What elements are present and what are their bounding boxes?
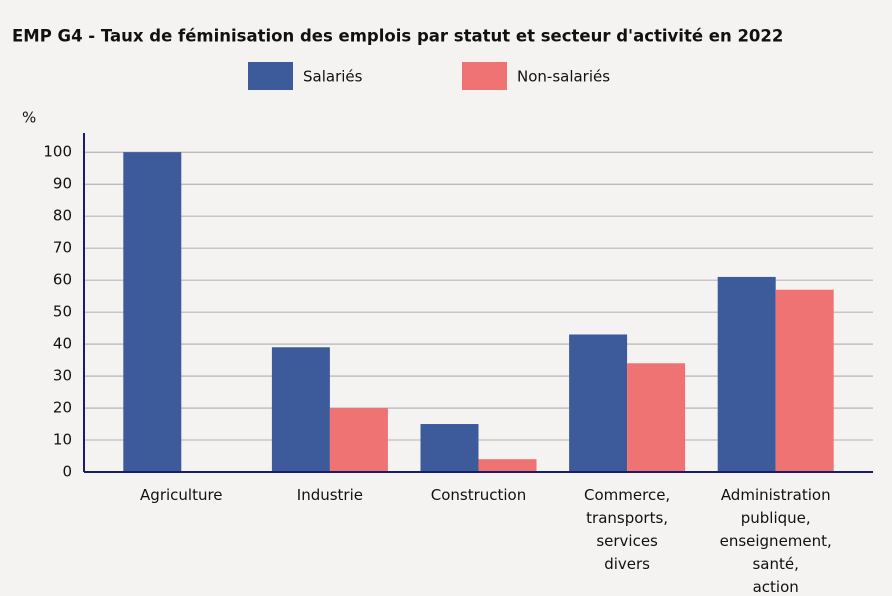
y-tick-label: 50 bbox=[53, 303, 72, 321]
x-tick-label-line: Agriculture bbox=[140, 486, 223, 504]
x-tick-label-line: Administration bbox=[721, 486, 831, 504]
y-tick-label: 30 bbox=[53, 367, 72, 385]
x-tick-label: Industrie bbox=[297, 486, 363, 504]
y-tick-label: 70 bbox=[53, 239, 72, 257]
bar bbox=[271, 347, 330, 472]
legend-label: Non-salariés bbox=[517, 68, 610, 86]
y-tick-label: 10 bbox=[53, 431, 72, 449]
bar bbox=[717, 276, 776, 472]
bar bbox=[420, 424, 479, 472]
chart-title: EMP G4 - Taux de féminisation des emploi… bbox=[12, 27, 783, 46]
bar bbox=[329, 408, 388, 472]
x-tick-label-line: services bbox=[596, 532, 658, 550]
x-tick-label-line: publique, bbox=[741, 509, 811, 527]
x-tick-label-line: enseignement, bbox=[720, 532, 832, 550]
bar bbox=[478, 459, 537, 472]
y-axis-label: % bbox=[22, 109, 36, 127]
bar bbox=[775, 289, 834, 472]
legend-label: Salariés bbox=[303, 68, 363, 86]
x-tick-label-line: divers bbox=[604, 555, 650, 573]
x-tick-label: Administration publique, enseignement, sant… bbox=[720, 486, 832, 596]
bar bbox=[627, 363, 686, 472]
legend-swatch bbox=[248, 62, 293, 90]
y-tick-label: 60 bbox=[53, 271, 72, 289]
y-tick-label: 40 bbox=[53, 335, 72, 353]
x-tick-label: Agriculture bbox=[140, 486, 223, 504]
bar bbox=[123, 152, 182, 473]
bar bbox=[569, 334, 628, 472]
x-tick-label-line: Industrie bbox=[297, 486, 363, 504]
x-tick-label: Construction bbox=[431, 486, 527, 504]
x-tick-label-line: Commerce, bbox=[584, 486, 670, 504]
x-tick-label-line: transports, bbox=[586, 509, 668, 527]
y-tick-label: 0 bbox=[62, 463, 72, 481]
y-tick-label: 90 bbox=[53, 175, 72, 193]
x-tick-label-line: santé, bbox=[752, 555, 798, 573]
y-tick-label: 20 bbox=[53, 399, 72, 417]
legend-swatch bbox=[462, 62, 507, 90]
y-tick-label: 80 bbox=[53, 207, 72, 225]
x-tick-label-line: Construction bbox=[431, 486, 527, 504]
x-tick-label-line: action bbox=[753, 578, 799, 596]
x-tick-label: Commerce, transports, services divers bbox=[584, 486, 670, 573]
y-tick-label: 100 bbox=[43, 143, 72, 161]
